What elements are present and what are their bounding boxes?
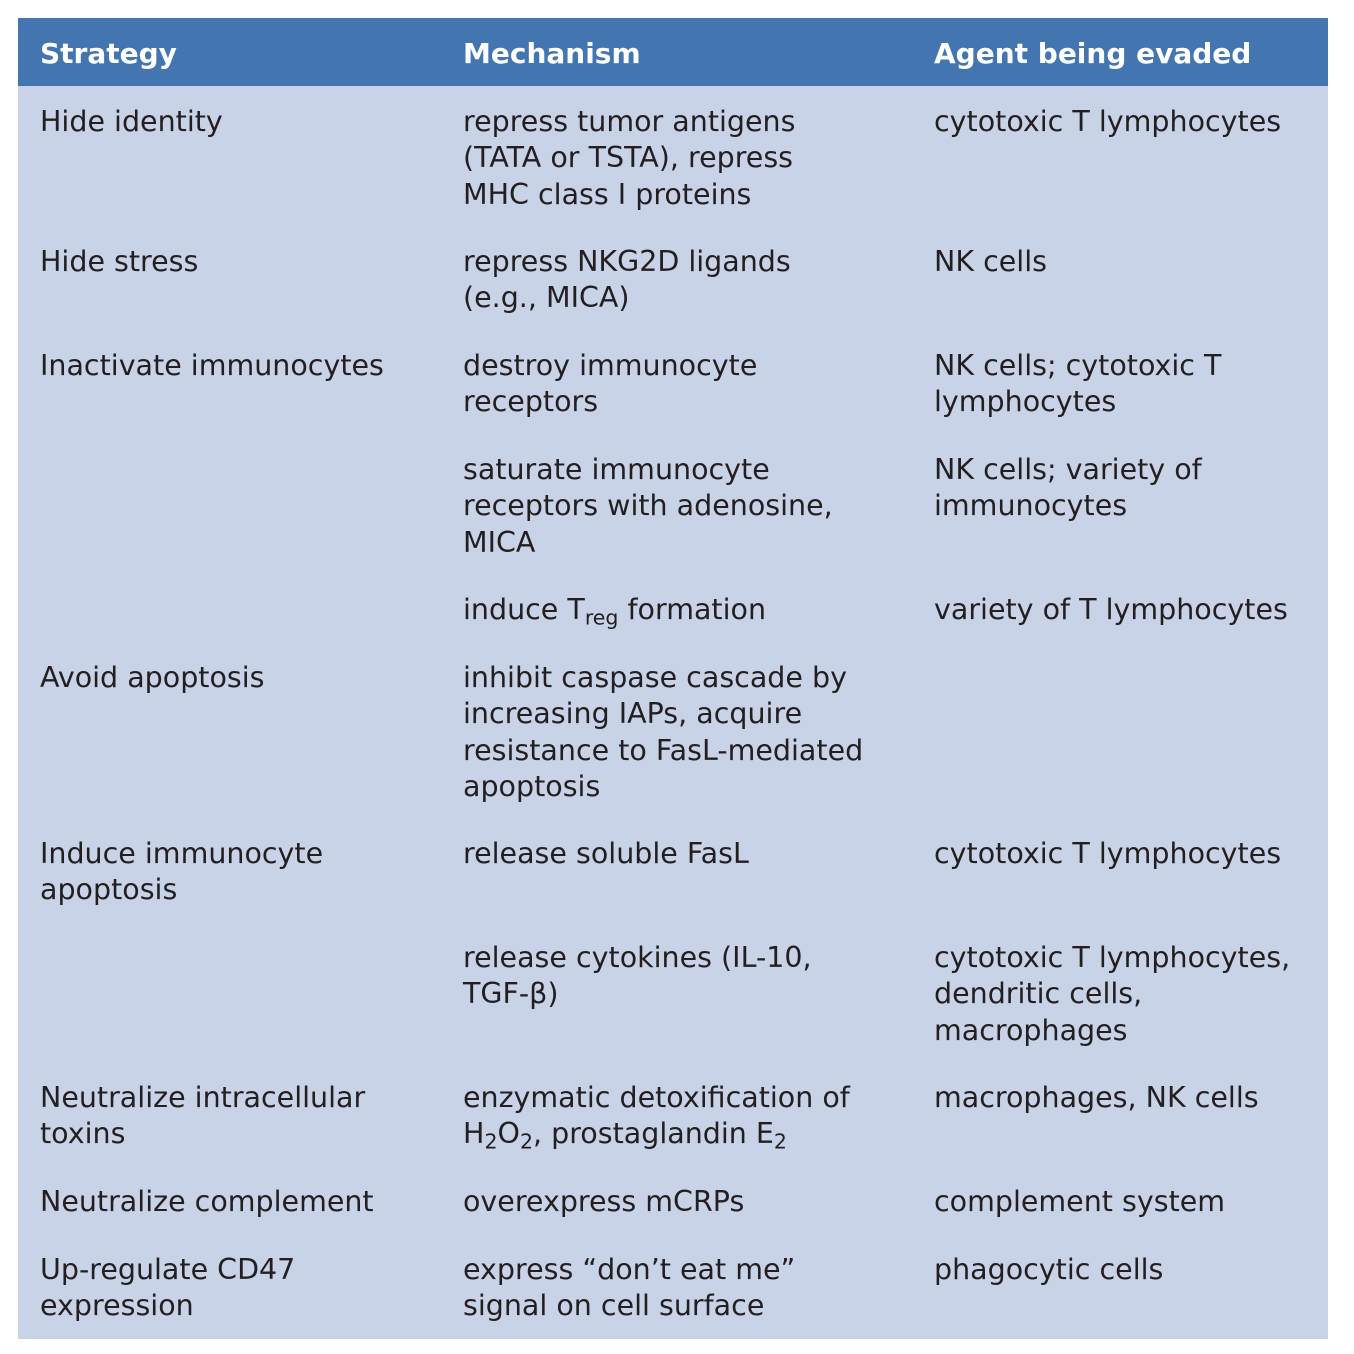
evasion-strategies-table: Strategy Mechanism Agent being evaded Hi… (18, 18, 1328, 1339)
mechanism-cell: repress tumor antigens (TATA or TSTA), r… (463, 105, 796, 211)
mechanism-cell: enzymatic detoxification of H2O2, prosta… (463, 1080, 903, 1153)
subscript-text: reg (584, 605, 619, 630)
mechanism-cell: overexpress mCRPs (463, 1185, 745, 1218)
strategy-cell: Up-regulate CD47 expression (40, 1253, 296, 1323)
mechanism-text: , prostaglandin E (533, 1117, 774, 1151)
mechanism-cell: release cytokines (IL-10, TGF-β) (463, 941, 812, 1011)
agent-cell: NK cells; variety of immunocytes (934, 453, 1202, 523)
agent-cell: NK cells; cytotoxic T lymphocytes (934, 349, 1222, 419)
agent-cell: complement system (934, 1185, 1226, 1218)
mechanism-cell: release soluble FasL (463, 837, 749, 870)
agent-cell: NK cells (934, 245, 1047, 278)
mechanism-cell: saturate immunocyte receptors with adeno… (463, 453, 833, 559)
mechanism-cell: induce Treg formation (463, 592, 913, 628)
header-agent: Agent being evaded (934, 37, 1252, 70)
strategy-cell: Hide identity (40, 105, 223, 138)
strategy-cell: Induce immunocyte apoptosis (40, 837, 324, 907)
agent-cell: phagocytic cells (934, 1253, 1164, 1286)
table-header: Strategy Mechanism Agent being evaded (18, 18, 1328, 86)
agent-cell: macrophages, NK cells (934, 1081, 1259, 1114)
agent-cell: cytotoxic T lymphocytes, dendritic cells… (934, 941, 1291, 1047)
header-strategy: Strategy (40, 37, 177, 70)
agent-cell: variety of T lymphocytes (934, 593, 1288, 626)
agent-cell: cytotoxic T lymphocytes (934, 105, 1282, 138)
mechanism-text: formation (618, 593, 767, 626)
subscript-text: 2 (519, 1130, 533, 1155)
strategy-cell: Hide stress (40, 245, 199, 278)
strategy-cell: Neutralize complement (40, 1185, 374, 1218)
mechanism-text: O (497, 1117, 520, 1151)
strategy-cell: Inactivate immunocytes (40, 349, 384, 382)
strategy-cell: Neutralize intracellular toxins (40, 1081, 366, 1151)
mechanism-cell: repress NKG2D ligands (e.g., MICA) (463, 245, 791, 315)
header-mechanism: Mechanism (463, 37, 641, 70)
mechanism-cell: destroy immunocyte receptors (463, 349, 758, 419)
mechanism-cell: express “don’t eat me” signal on cell su… (463, 1253, 796, 1323)
subscript-text: 2 (484, 1130, 498, 1155)
strategy-cell: Avoid apoptosis (40, 661, 265, 694)
subscript-text: 2 (773, 1130, 787, 1155)
mechanism-cell: inhibit caspase cascade by increasing IA… (463, 661, 864, 803)
mechanism-text: induce T (463, 593, 585, 626)
mechanism-text: enzymatic detoxification of H (463, 1081, 850, 1151)
agent-cell: cytotoxic T lymphocytes (934, 837, 1282, 870)
